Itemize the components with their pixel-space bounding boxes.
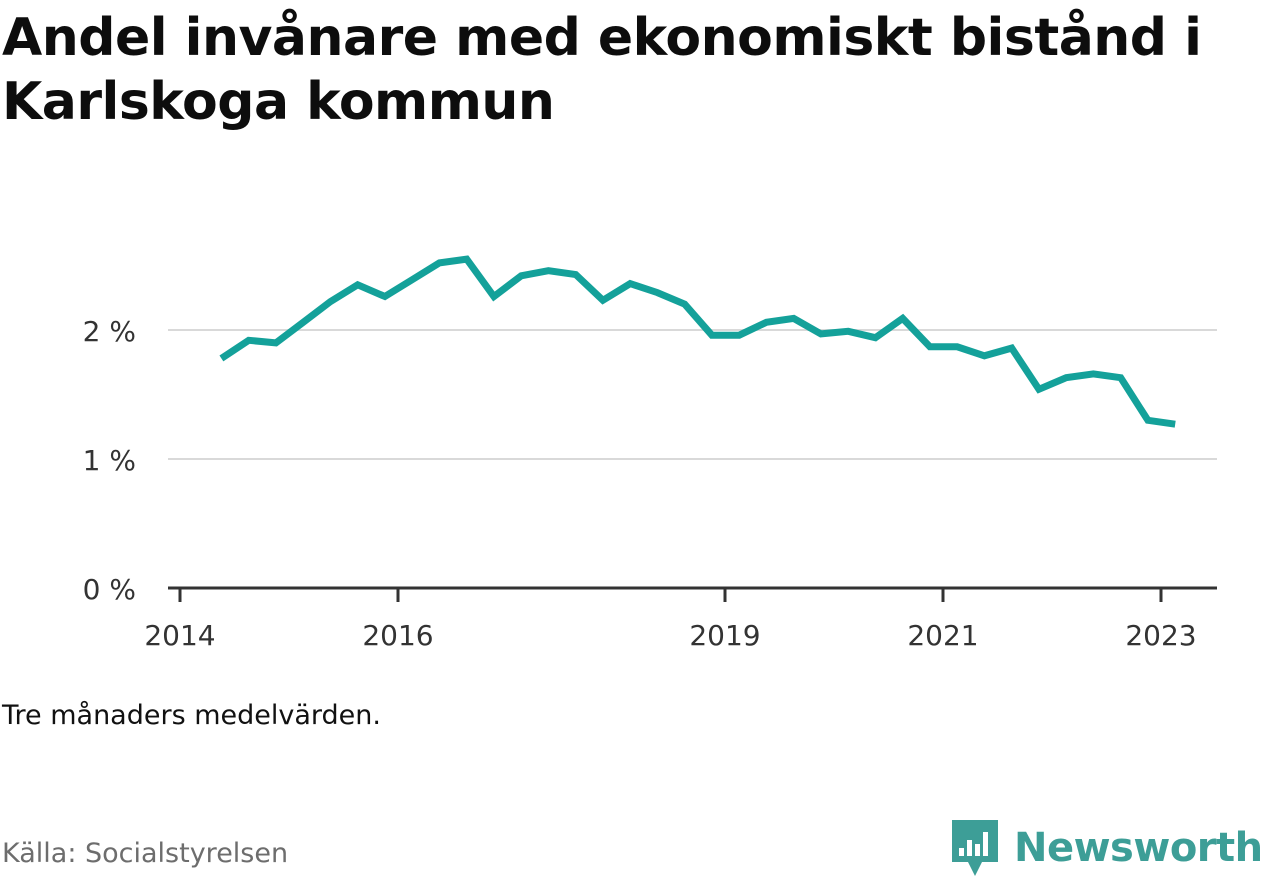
x-axis bbox=[168, 586, 1217, 602]
x-tick-label: 2021 bbox=[907, 619, 978, 652]
source-label: Källa: Socialstyrelsen bbox=[2, 838, 289, 869]
newsworthy-brand[interactable]: Newsworthy bbox=[950, 818, 1262, 878]
x-tick-label: 2019 bbox=[689, 619, 760, 652]
brand-name: Newsworthy bbox=[1014, 825, 1262, 871]
tick-labels: 0 % 1 % 2 % 2014 2016 2019 2021 2023 bbox=[83, 315, 1197, 652]
series-layer bbox=[219, 255, 1176, 428]
chart-note: Tre månaders medelvärden. bbox=[2, 700, 381, 731]
series-line bbox=[219, 255, 1176, 428]
x-tick-label: 2014 bbox=[144, 619, 215, 652]
gridlines bbox=[168, 329, 1217, 460]
y-tick-label: 2 % bbox=[83, 315, 136, 348]
x-tick-label: 2016 bbox=[362, 619, 433, 652]
y-tick-label: 1 % bbox=[83, 444, 136, 477]
newsworthy-logo-icon bbox=[952, 820, 998, 876]
chart-title: Andel invånare med ekonomiskt bistånd i … bbox=[2, 8, 1202, 132]
y-tick-label: 0 % bbox=[83, 573, 136, 606]
x-tick-label: 2023 bbox=[1125, 619, 1196, 652]
